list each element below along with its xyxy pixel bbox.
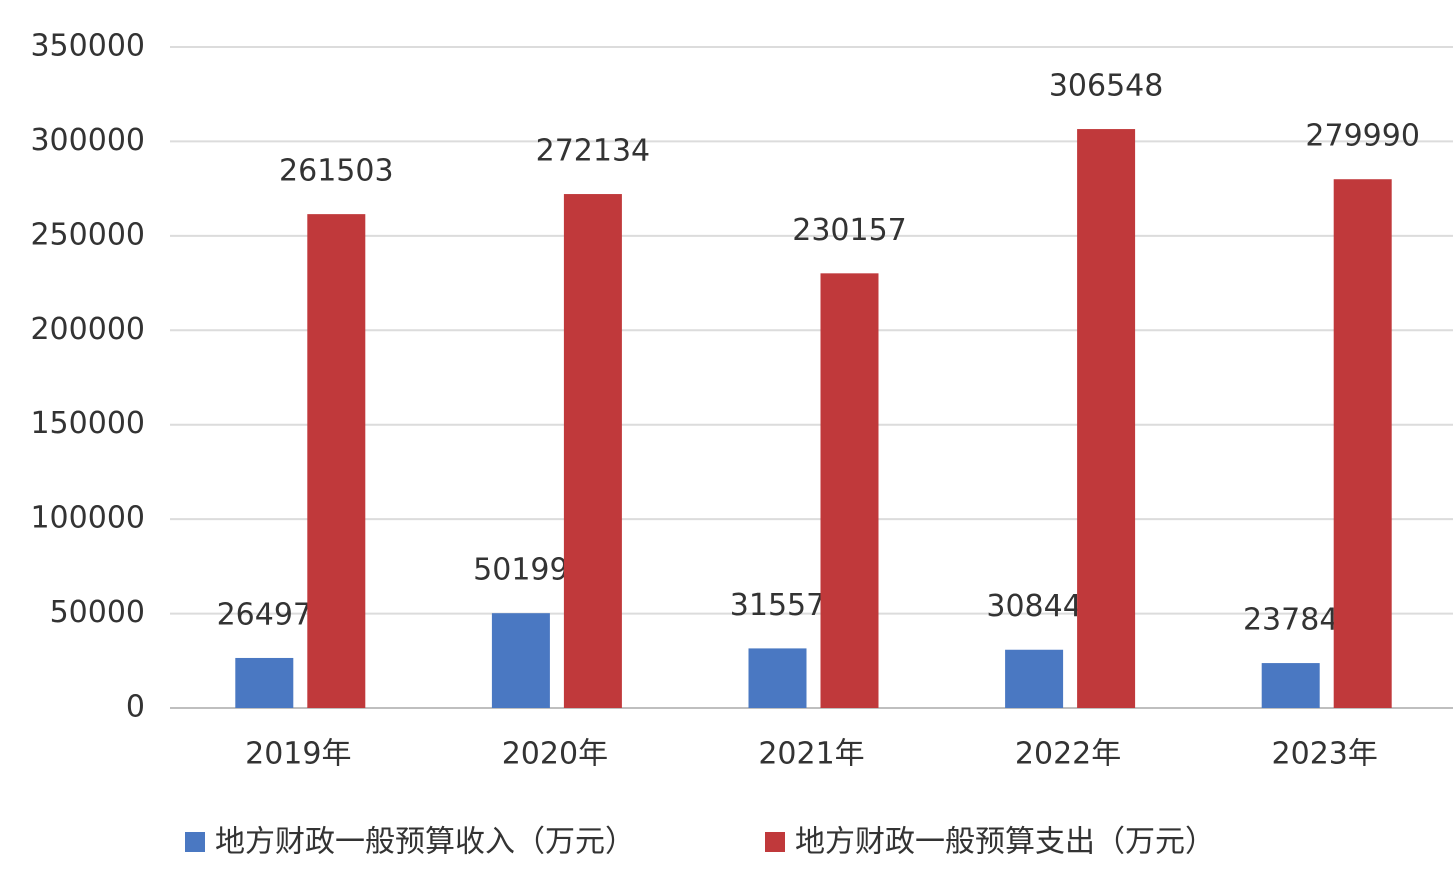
legend-label: 地方财政一般预算收入（万元） — [215, 825, 635, 860]
y-tick-label: 0 — [126, 690, 145, 725]
y-tick-label: 200000 — [30, 312, 145, 347]
y-tick-label: 50000 — [50, 595, 145, 630]
legend-swatch — [765, 832, 785, 852]
y-tick-label: 150000 — [30, 406, 145, 441]
bar — [491, 613, 550, 708]
data-label: 306548 — [1049, 69, 1164, 104]
x-tick-label: 2021年 — [758, 737, 864, 772]
data-label: 230157 — [792, 213, 907, 248]
data-label: 279990 — [1305, 119, 1420, 154]
data-label: 26497 — [217, 597, 312, 632]
data-label: 31557 — [730, 588, 825, 623]
bar — [1261, 663, 1320, 708]
bar — [235, 657, 294, 708]
x-tick-label: 2023年 — [1272, 737, 1378, 772]
data-label: 30844 — [986, 589, 1081, 624]
bar — [1005, 649, 1064, 708]
data-label: 272134 — [536, 134, 651, 169]
bar — [1333, 179, 1392, 709]
bar — [563, 194, 622, 709]
y-tick-label: 250000 — [30, 217, 145, 252]
bar — [748, 648, 807, 708]
y-tick-label: 100000 — [30, 501, 145, 536]
bar — [307, 214, 366, 708]
y-tick-label: 300000 — [30, 123, 145, 158]
x-tick-label: 2020年 — [502, 737, 608, 772]
x-tick-label: 2022年 — [1015, 737, 1121, 772]
data-label: 261503 — [279, 154, 394, 189]
data-label: 23784 — [1243, 603, 1338, 638]
bar — [820, 273, 879, 708]
y-tick-label: 350000 — [30, 29, 145, 64]
legend-label: 地方财政一般预算支出（万元） — [795, 825, 1215, 860]
x-tick-label: 2019年 — [245, 737, 351, 772]
legend-swatch — [185, 832, 205, 852]
data-label: 50199 — [473, 553, 568, 588]
bar — [1077, 129, 1136, 709]
